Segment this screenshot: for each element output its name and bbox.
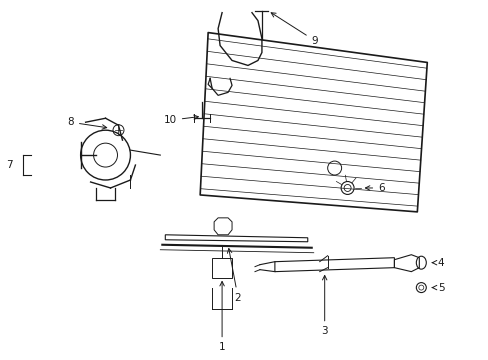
Text: 1: 1: [218, 282, 225, 352]
Text: 2: 2: [227, 248, 241, 302]
Text: 3: 3: [321, 275, 327, 336]
Text: 9: 9: [271, 13, 317, 46]
Text: 8: 8: [67, 117, 106, 129]
Text: 7: 7: [6, 160, 13, 170]
Bar: [212, 258, 232, 278]
Text: 4: 4: [431, 258, 444, 268]
Text: 10: 10: [163, 115, 198, 125]
Text: 5: 5: [431, 283, 444, 293]
Text: 6: 6: [365, 183, 384, 193]
